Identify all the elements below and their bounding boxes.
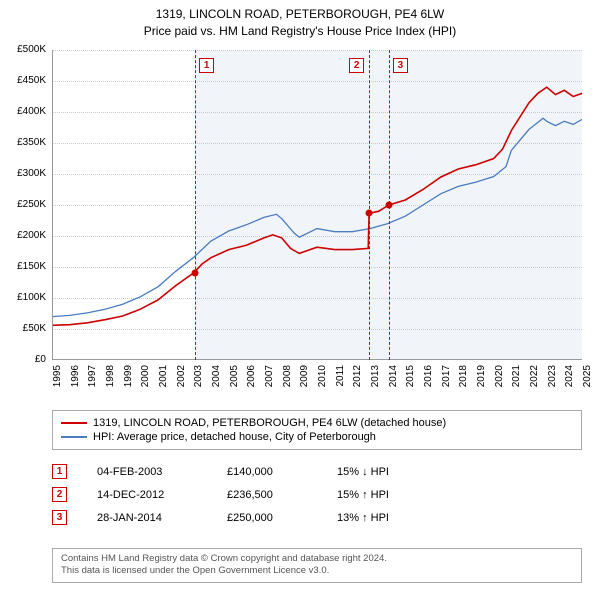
x-axis-label: 2023	[547, 365, 558, 395]
x-axis-label: 2002	[176, 365, 187, 395]
event-pct: 15% ↑ HPI	[337, 489, 437, 501]
y-axis-label: £450K	[2, 75, 46, 86]
chart-event-marker: 1	[199, 58, 214, 73]
x-axis-label: 2001	[158, 365, 169, 395]
event-date: 28-JAN-2014	[97, 512, 197, 524]
legend-label-hpi: HPI: Average price, detached house, City…	[93, 431, 376, 443]
footer-line-1: Contains HM Land Registry data © Crown c…	[61, 553, 573, 565]
y-axis-label: £400K	[2, 106, 46, 117]
x-axis-label: 2021	[511, 365, 522, 395]
event-price: £140,000	[227, 466, 307, 478]
chart-event-marker: 2	[349, 58, 364, 73]
x-axis-label: 2017	[441, 365, 452, 395]
x-axis-label: 2005	[229, 365, 240, 395]
x-axis-label: 2006	[246, 365, 257, 395]
legend-swatch-property	[61, 422, 87, 424]
legend-label-property: 1319, LINCOLN ROAD, PETERBOROUGH, PE4 6L…	[93, 417, 446, 429]
event-row: 1 04-FEB-2003 £140,000 15% ↓ HPI	[52, 460, 582, 483]
event-marker-badge: 3	[52, 510, 67, 525]
footer-line-2: This data is licensed under the Open Gov…	[61, 565, 573, 577]
x-axis-label: 2019	[476, 365, 487, 395]
event-marker-badge: 1	[52, 464, 67, 479]
event-row: 3 28-JAN-2014 £250,000 13% ↑ HPI	[52, 506, 582, 529]
x-axis-label: 2022	[529, 365, 540, 395]
legend-row-property: 1319, LINCOLN ROAD, PETERBOROUGH, PE4 6L…	[61, 416, 573, 430]
x-axis-label: 2004	[211, 365, 222, 395]
event-date: 04-FEB-2003	[97, 466, 197, 478]
y-axis-label: £500K	[2, 44, 46, 55]
x-axis-label: 2013	[370, 365, 381, 395]
x-axis-label: 1998	[105, 365, 116, 395]
x-axis-label: 2024	[564, 365, 575, 395]
x-axis-label: 2012	[352, 365, 363, 395]
x-axis-label: 1999	[123, 365, 134, 395]
y-axis-label: £100K	[2, 292, 46, 303]
event-pct: 15% ↓ HPI	[337, 466, 437, 478]
x-axis-label: 2008	[282, 365, 293, 395]
x-axis-label: 2015	[405, 365, 416, 395]
legend-swatch-hpi	[61, 436, 87, 438]
x-axis-label: 2018	[458, 365, 469, 395]
x-axis-label: 1996	[70, 365, 81, 395]
x-axis-label: 2011	[335, 365, 346, 395]
y-axis-label: £350K	[2, 137, 46, 148]
x-axis-label: 2014	[388, 365, 399, 395]
event-price: £250,000	[227, 512, 307, 524]
y-axis-label: £200K	[2, 230, 46, 241]
event-marker-badge: 2	[52, 487, 67, 502]
x-axis-label: 2010	[317, 365, 328, 395]
y-axis-label: £300K	[2, 168, 46, 179]
title-line-2: Price paid vs. HM Land Registry's House …	[0, 23, 600, 40]
event-row: 2 14-DEC-2012 £236,500 15% ↑ HPI	[52, 483, 582, 506]
x-axis-label: 2007	[264, 365, 275, 395]
chart-event-marker: 3	[393, 58, 408, 73]
x-axis-label: 2020	[494, 365, 505, 395]
x-axis-label: 1997	[87, 365, 98, 395]
x-axis-label: 2003	[193, 365, 204, 395]
y-axis-label: £150K	[2, 261, 46, 272]
y-axis-label: £50K	[2, 323, 46, 334]
footer: Contains HM Land Registry data © Crown c…	[52, 548, 582, 583]
legend: 1319, LINCOLN ROAD, PETERBOROUGH, PE4 6L…	[52, 410, 582, 450]
x-axis-label: 2009	[299, 365, 310, 395]
event-date: 14-DEC-2012	[97, 489, 197, 501]
y-axis-label: £250K	[2, 199, 46, 210]
x-axis-label: 2025	[582, 365, 593, 395]
event-pct: 13% ↑ HPI	[337, 512, 437, 524]
event-table: 1 04-FEB-2003 £140,000 15% ↓ HPI 2 14-DEC-201…	[52, 460, 582, 529]
title-line-1: 1319, LINCOLN ROAD, PETERBOROUGH, PE4 6L…	[0, 6, 600, 23]
chart-plot-area	[52, 50, 582, 360]
x-axis-label: 1995	[52, 365, 63, 395]
event-price: £236,500	[227, 489, 307, 501]
y-axis-label: £0	[2, 354, 46, 365]
x-axis-label: 2000	[140, 365, 151, 395]
legend-row-hpi: HPI: Average price, detached house, City…	[61, 430, 573, 444]
x-axis-label: 2016	[423, 365, 434, 395]
